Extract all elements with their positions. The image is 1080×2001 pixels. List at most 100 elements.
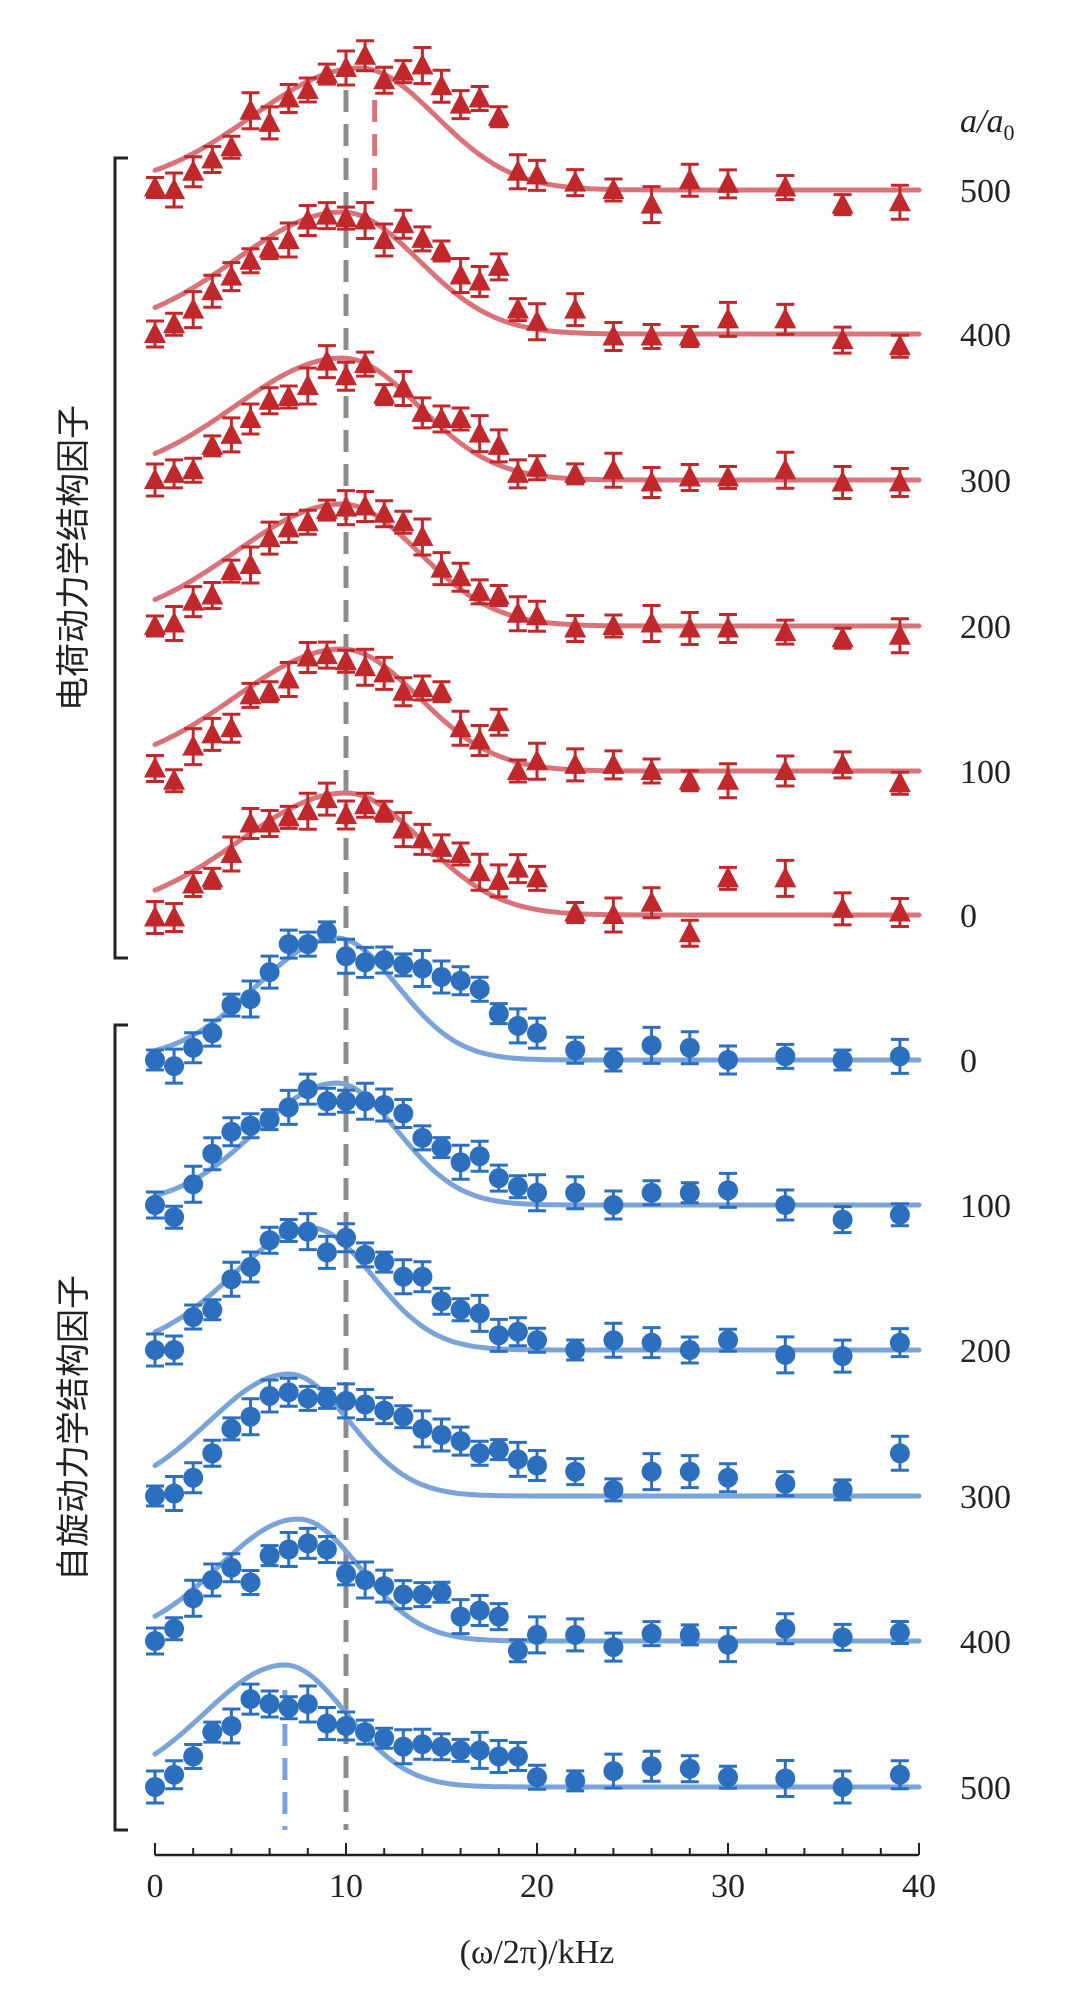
- spin-data-point: [221, 1716, 242, 1736]
- spin-data-point: [240, 1115, 261, 1136]
- charge-data-point: [258, 526, 281, 548]
- spin-data-point: [507, 1176, 528, 1197]
- charge-data-point: [373, 228, 396, 250]
- charge-data-point: [506, 601, 529, 623]
- charge-data-point: [888, 470, 911, 492]
- x-axis-title: (ω/2π)/kHz: [460, 1934, 615, 1971]
- spin-data-point: [507, 1449, 528, 1470]
- spin-data-point: [450, 1606, 471, 1627]
- charge-data-point: [506, 297, 529, 319]
- spin-series-label: 0: [960, 1043, 977, 1080]
- spin-data-point: [832, 1627, 853, 1648]
- charge-data-point: [296, 645, 319, 667]
- charge-data-point: [411, 226, 434, 248]
- charge-data-point: [354, 208, 377, 230]
- spin-data-point: [775, 1768, 796, 1789]
- spin-data-point: [316, 1242, 337, 1263]
- spin-data-point: [336, 1227, 356, 1248]
- charge-data-point: [831, 626, 854, 648]
- charge-data-point: [564, 900, 587, 922]
- spin-data-point: [469, 1443, 490, 1464]
- charge-data-point: [373, 799, 396, 821]
- spin-series-label: 500: [960, 1770, 1011, 1807]
- spin-data-point: [718, 1050, 738, 1070]
- spin-data-point: [603, 1050, 624, 1070]
- charge-data-point: [220, 716, 243, 738]
- spin-data-point: [393, 1406, 414, 1427]
- x-tick-label: 40: [902, 1868, 936, 1905]
- spin-data-point: [336, 1390, 356, 1411]
- charge-data-point: [392, 59, 415, 81]
- spin-data-point: [603, 1637, 624, 1658]
- spin-data-point: [164, 1340, 185, 1360]
- charge-data-point: [354, 793, 377, 815]
- spin-data-point: [641, 1756, 662, 1777]
- charge-data-point: [277, 228, 300, 250]
- charge-data-point: [411, 400, 434, 422]
- charge-data-point: [678, 921, 701, 943]
- spin-data-point: [832, 1479, 853, 1500]
- spin-data-point: [297, 1533, 318, 1554]
- charge-data-point: [640, 192, 663, 214]
- charge-data-point: [239, 98, 262, 120]
- spin-data-point: [488, 1168, 509, 1189]
- spin-data-point: [297, 1388, 318, 1409]
- charge-data-point: [144, 322, 166, 343]
- spin-data-point: [565, 1182, 586, 1203]
- spin-data-point: [202, 1299, 223, 1320]
- spin-data-point: [679, 1340, 700, 1360]
- charge-data-point: [602, 903, 625, 924]
- spin-data-point: [297, 1694, 318, 1715]
- spin-data-point: [775, 1473, 796, 1494]
- x-tick-label: 30: [711, 1868, 745, 1905]
- spin-data-point: [355, 1394, 376, 1415]
- spin-data-point: [641, 1623, 662, 1644]
- charge-data-point: [296, 799, 319, 821]
- spin-data-point: [412, 1734, 433, 1755]
- charge-data-point: [564, 170, 587, 192]
- spin-data-point: [259, 1694, 280, 1715]
- charge-series-0: [144, 781, 922, 948]
- charge-data-point: [717, 616, 739, 638]
- spin-data-point: [431, 1582, 452, 1603]
- charge-data-point: [888, 900, 911, 922]
- charge-data-point: [774, 620, 797, 642]
- spin-data-point: [450, 970, 471, 991]
- spin-data-point: [450, 1431, 471, 1452]
- spin-data-point: [202, 1722, 223, 1743]
- charge-data-point: [258, 679, 281, 701]
- spin-data-point: [603, 1479, 624, 1500]
- charge-data-point: [201, 722, 224, 744]
- charge-data-point: [430, 239, 453, 261]
- spin-data-point: [164, 1483, 185, 1504]
- spin-data-point: [527, 1767, 547, 1788]
- spin-data-point: [832, 1777, 853, 1797]
- spin-data-point: [278, 1539, 299, 1560]
- spin-data-point: [336, 1091, 356, 1112]
- charge-data-point: [144, 614, 166, 635]
- charge-data-point: [602, 458, 625, 480]
- spin-data-point: [775, 1195, 796, 1215]
- spin-data-point: [183, 1037, 204, 1058]
- charge-data-point: [468, 269, 491, 291]
- charge-data-point: [335, 56, 357, 77]
- charge-data-point: [373, 68, 396, 90]
- charge-data-point: [296, 77, 319, 99]
- spin-data-point: [718, 1180, 738, 1201]
- charge-data-point: [449, 842, 472, 863]
- spin-data-point: [145, 1777, 165, 1797]
- charge-series-label: 0: [960, 898, 977, 935]
- charge-data-point: [296, 374, 319, 396]
- charge-data-point: [335, 206, 357, 228]
- spin-data-point: [832, 1209, 853, 1230]
- charge-data-point: [487, 254, 510, 276]
- charge-data-point: [411, 676, 434, 698]
- spin-data-point: [469, 1740, 490, 1761]
- spin-group-label: 自旋动力学结构因子: [54, 1275, 94, 1581]
- charge-fit-curve: [152, 790, 922, 918]
- spin-data-point: [412, 958, 433, 979]
- spin-data-point: [297, 934, 318, 955]
- charge-data-point: [163, 768, 186, 790]
- charge-series-400: [144, 201, 922, 359]
